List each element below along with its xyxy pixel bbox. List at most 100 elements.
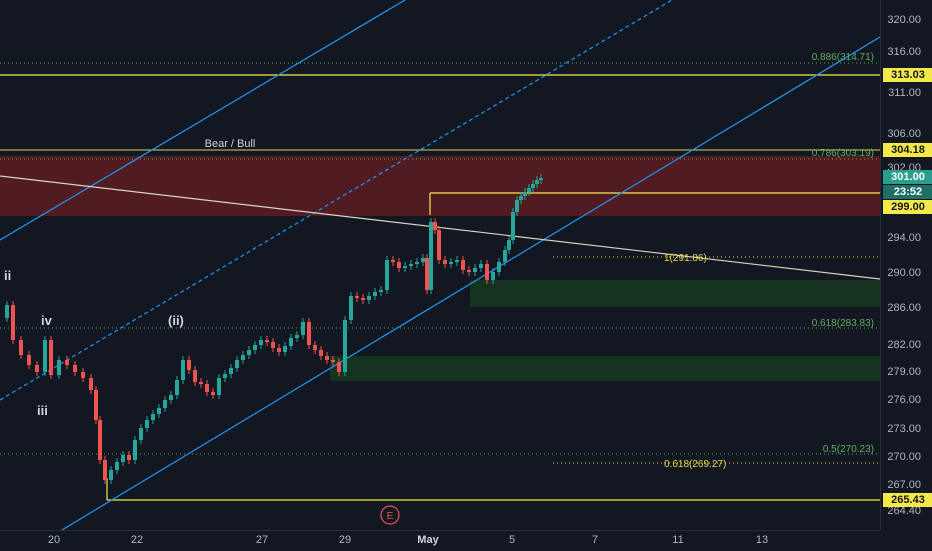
candle-body[interactable] [5, 305, 9, 318]
candle-body[interactable] [349, 296, 353, 320]
candle-body[interactable] [361, 298, 365, 300]
candle-body[interactable] [437, 230, 441, 260]
candle-body[interactable] [127, 455, 131, 460]
candle-body[interactable] [515, 200, 519, 212]
candle-body[interactable] [187, 360, 191, 370]
candle-body[interactable] [27, 355, 31, 365]
candle-body[interactable] [151, 414, 155, 420]
candle-body[interactable] [519, 196, 523, 200]
candle-body[interactable] [205, 384, 209, 392]
earnings-marker[interactable] [380, 505, 400, 525]
candle-body[interactable] [461, 260, 465, 270]
candle-body[interactable] [331, 360, 335, 362]
candle-body[interactable] [391, 260, 395, 262]
candle-body[interactable] [433, 222, 437, 230]
candle-body[interactable] [277, 348, 281, 352]
candle-body[interactable] [379, 290, 383, 292]
time-axis[interactable]: 20 22 27 29 May 5 7 11 13 [0, 530, 880, 551]
candle-body[interactable] [367, 296, 371, 300]
candle-body[interactable] [295, 335, 299, 338]
candle-body[interactable] [73, 365, 77, 372]
candle-body[interactable] [337, 362, 341, 372]
candle-body[interactable] [241, 355, 245, 360]
candle-body[interactable] [98, 420, 102, 460]
candle-body[interactable] [319, 350, 323, 356]
candle-body[interactable] [343, 320, 347, 372]
candle-body[interactable] [253, 345, 257, 350]
candle-body[interactable] [175, 380, 179, 395]
candle-body[interactable] [57, 360, 61, 375]
candle-body[interactable] [425, 258, 429, 290]
candle-body[interactable] [35, 365, 39, 372]
price-chart-canvas[interactable]: Bear / Bull ii iv iii (ii) 0.886(314.71)… [0, 0, 881, 531]
candle-body[interactable] [473, 268, 477, 272]
candle-body[interactable] [259, 340, 263, 345]
channel-lower-line[interactable] [61, 36, 881, 531]
candle-body[interactable] [49, 340, 53, 375]
candle-body[interactable] [217, 378, 221, 395]
candle-body[interactable] [11, 305, 15, 340]
candle-body[interactable] [301, 322, 305, 335]
candle-body[interactable] [121, 455, 125, 462]
candle-body[interactable] [355, 296, 359, 298]
candle-body[interactable] [511, 212, 515, 240]
candle-body[interactable] [507, 240, 511, 250]
demand-zone-lower[interactable] [330, 356, 880, 381]
candle-body[interactable] [271, 342, 275, 348]
candle-body[interactable] [283, 346, 287, 352]
candle-body[interactable] [307, 322, 311, 345]
candle-body[interactable] [421, 258, 425, 262]
candle-body[interactable] [109, 470, 113, 480]
candle-body[interactable] [247, 350, 251, 355]
candle-body[interactable] [491, 272, 495, 280]
candle-body[interactable] [403, 266, 407, 268]
candle-body[interactable] [535, 180, 539, 184]
candle-body[interactable] [94, 390, 98, 420]
candle-body[interactable] [235, 360, 239, 368]
candle-body[interactable] [43, 340, 47, 372]
candle-body[interactable] [289, 338, 293, 346]
candle-body[interactable] [223, 374, 227, 378]
candle-body[interactable] [485, 264, 489, 280]
candle-body[interactable] [89, 378, 93, 390]
candle-body[interactable] [449, 262, 453, 264]
candle-body[interactable] [409, 264, 413, 266]
descending-trendline[interactable] [0, 175, 881, 280]
supply-zone[interactable] [0, 156, 880, 216]
candle-body[interactable] [455, 260, 459, 262]
candle-body[interactable] [211, 392, 215, 395]
candle-body[interactable] [503, 250, 507, 262]
candle-body[interactable] [65, 360, 69, 365]
candle-body[interactable] [479, 264, 483, 268]
candle-body[interactable] [157, 408, 161, 414]
candle-body[interactable] [169, 395, 173, 400]
candle-body[interactable] [385, 260, 389, 290]
channel-upper-line[interactable] [0, 0, 406, 241]
candle-body[interactable] [181, 360, 185, 380]
candle-body[interactable] [531, 184, 535, 188]
candle-body[interactable] [265, 340, 269, 342]
candle-body[interactable] [523, 192, 527, 196]
candle-body[interactable] [133, 440, 137, 460]
price-axis[interactable]: 320.00 316.00 311.00 306.00 302.00 294.0… [880, 0, 932, 530]
candle-body[interactable] [81, 372, 85, 378]
candle-body[interactable] [103, 460, 107, 480]
demand-zone-upper[interactable] [470, 280, 880, 307]
candle-body[interactable] [229, 368, 233, 374]
candle-body[interactable] [139, 428, 143, 440]
candle-body[interactable] [325, 356, 329, 360]
candle-body[interactable] [313, 345, 317, 350]
candles-group[interactable] [5, 174, 543, 484]
candle-body[interactable] [527, 188, 531, 192]
candle-body[interactable] [539, 178, 543, 180]
candle-body[interactable] [397, 262, 401, 268]
candle-body[interactable] [415, 262, 419, 264]
candle-body[interactable] [145, 420, 149, 428]
channel-mid-line[interactable] [0, 0, 673, 401]
candle-body[interactable] [373, 292, 377, 296]
candle-body[interactable] [163, 400, 167, 408]
candle-body[interactable] [497, 262, 501, 272]
candle-body[interactable] [429, 222, 433, 290]
candle-body[interactable] [467, 270, 471, 272]
